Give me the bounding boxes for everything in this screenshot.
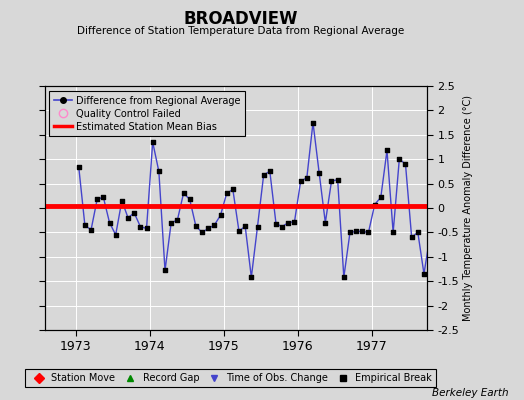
Point bbox=[420, 271, 428, 277]
Text: Difference of Station Temperature Data from Regional Average: Difference of Station Temperature Data f… bbox=[78, 26, 405, 36]
Point bbox=[328, 178, 336, 184]
Point bbox=[352, 228, 361, 235]
Point bbox=[235, 228, 243, 235]
Point bbox=[185, 196, 194, 202]
Point bbox=[124, 214, 132, 221]
Point bbox=[408, 234, 416, 240]
Point bbox=[389, 229, 397, 236]
Legend: Difference from Regional Average, Quality Control Failed, Estimated Station Mean: Difference from Regional Average, Qualit… bbox=[49, 91, 245, 136]
Point bbox=[130, 210, 138, 216]
Point bbox=[272, 220, 280, 227]
Point bbox=[118, 198, 126, 204]
Point bbox=[364, 229, 373, 236]
Point bbox=[204, 225, 212, 232]
Point bbox=[401, 161, 410, 167]
Text: Berkeley Earth: Berkeley Earth bbox=[432, 388, 508, 398]
Point bbox=[93, 196, 101, 202]
Point bbox=[290, 218, 299, 225]
Point bbox=[444, 225, 453, 232]
Point bbox=[266, 168, 274, 175]
Point bbox=[223, 190, 231, 196]
Point bbox=[377, 194, 385, 200]
Point bbox=[259, 172, 268, 178]
Point bbox=[105, 220, 114, 226]
Point bbox=[370, 201, 379, 208]
Point bbox=[143, 225, 151, 232]
Point bbox=[383, 147, 391, 154]
Point bbox=[321, 220, 330, 226]
Point bbox=[247, 274, 256, 280]
Point bbox=[284, 220, 292, 226]
Point bbox=[136, 223, 145, 230]
Point bbox=[253, 223, 261, 230]
Point bbox=[112, 232, 120, 238]
Point bbox=[87, 227, 95, 233]
Text: BROADVIEW: BROADVIEW bbox=[184, 10, 298, 28]
Point bbox=[192, 223, 200, 229]
Point bbox=[395, 156, 403, 162]
Point bbox=[346, 229, 354, 236]
Point bbox=[99, 194, 107, 200]
Point bbox=[340, 274, 348, 280]
Point bbox=[303, 174, 311, 181]
Point bbox=[167, 220, 176, 226]
Point bbox=[179, 190, 188, 196]
Point bbox=[438, 222, 446, 228]
Y-axis label: Monthly Temperature Anomaly Difference (°C): Monthly Temperature Anomaly Difference (… bbox=[463, 95, 473, 321]
Point bbox=[426, 232, 434, 238]
Point bbox=[413, 229, 422, 236]
Point bbox=[74, 163, 83, 170]
Point bbox=[228, 186, 237, 193]
Point bbox=[333, 176, 342, 183]
Point bbox=[173, 217, 181, 223]
Point bbox=[210, 222, 219, 228]
Point bbox=[198, 229, 206, 236]
Point bbox=[81, 222, 89, 228]
Point bbox=[451, 222, 459, 228]
Point bbox=[216, 212, 225, 218]
Point bbox=[241, 223, 249, 229]
Point bbox=[309, 119, 317, 126]
Point bbox=[155, 168, 163, 175]
Point bbox=[278, 223, 286, 230]
Point bbox=[432, 254, 441, 260]
Point bbox=[161, 267, 169, 274]
Point bbox=[148, 139, 157, 145]
Point bbox=[315, 170, 323, 176]
Legend: Station Move, Record Gap, Time of Obs. Change, Empirical Break: Station Move, Record Gap, Time of Obs. C… bbox=[25, 369, 436, 387]
Point bbox=[358, 228, 366, 235]
Point bbox=[297, 178, 305, 184]
